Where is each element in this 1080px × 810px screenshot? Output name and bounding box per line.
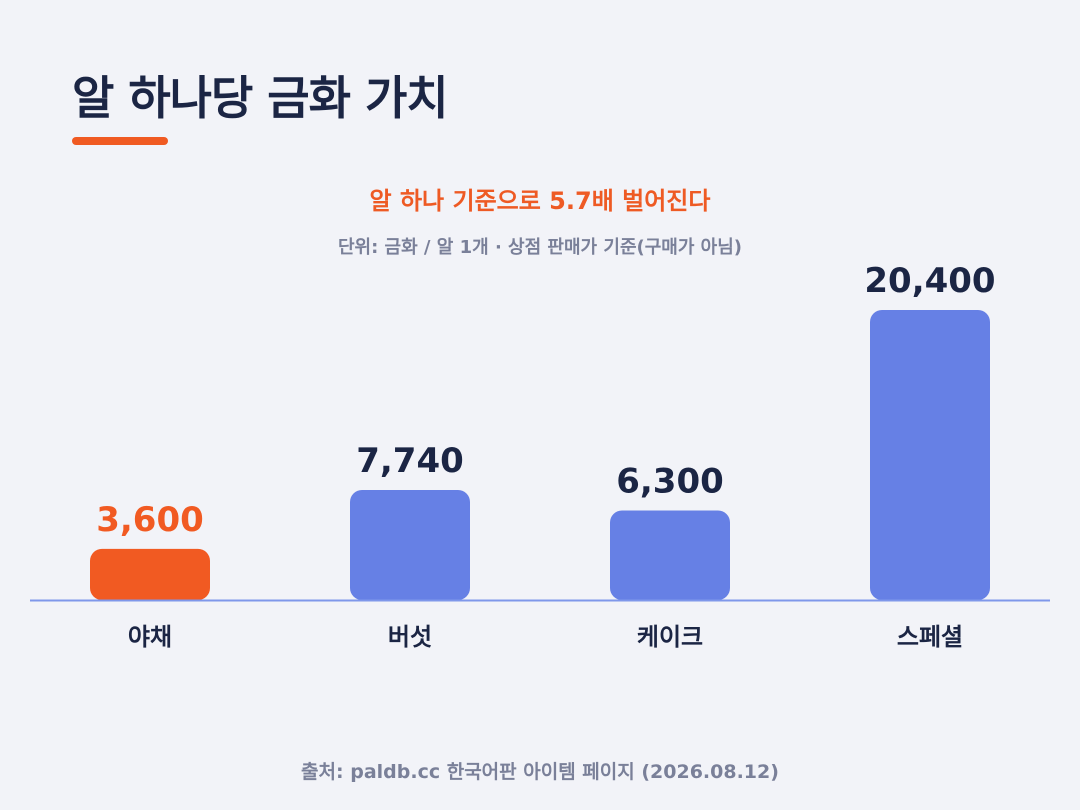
unit-note: 단위: 금화 / 알 1개 · 상점 판매가 기준(구매가 아님) xyxy=(337,237,743,258)
source-note: 출처: paldb.cc 한국어판 아이템 페이지 (2026.08.12) xyxy=(301,761,779,783)
chart-title: 알 하나당 금화 가치 xyxy=(72,71,449,125)
value-label-1: 3,600 xyxy=(96,500,204,540)
category-label-4: 스페셜 xyxy=(897,623,963,651)
category-label-3: 케이크 xyxy=(637,623,703,651)
value-label-3: 6,300 xyxy=(616,461,724,501)
chart-subtitle: 알 하나 기준으로 5.7배 벌어진다 xyxy=(369,187,711,215)
category-label-2: 버섯 xyxy=(388,623,432,651)
bar-1 xyxy=(90,548,210,600)
title-underline xyxy=(72,137,168,145)
bar-2 xyxy=(350,489,470,600)
value-label-4: 20,400 xyxy=(864,261,995,301)
bar-4 xyxy=(870,310,990,600)
category-label-1: 야채 xyxy=(128,623,172,651)
bar-3 xyxy=(610,510,730,600)
value-label-2: 7,740 xyxy=(356,441,464,481)
